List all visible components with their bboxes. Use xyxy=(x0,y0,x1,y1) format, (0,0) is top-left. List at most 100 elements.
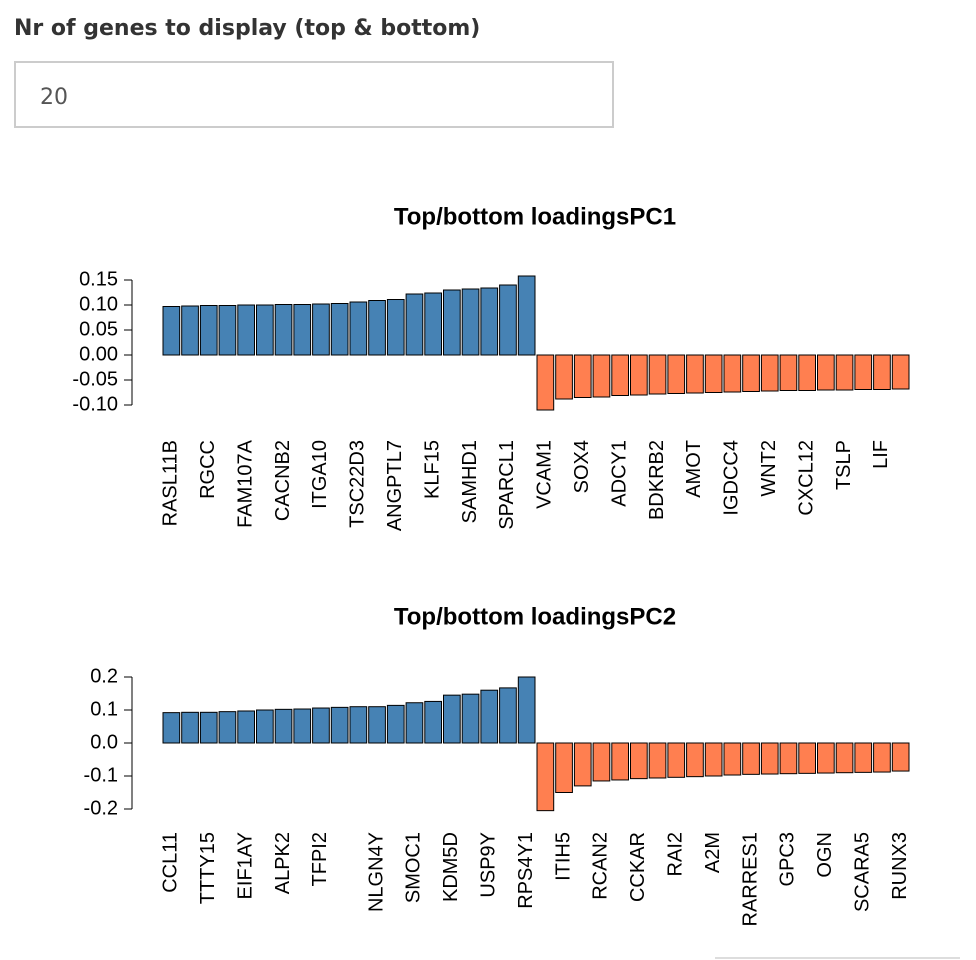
bar xyxy=(499,687,517,744)
y-tick-label: 0.10 xyxy=(79,293,118,315)
bar xyxy=(817,354,835,391)
bar xyxy=(218,711,237,744)
x-tick-label: TTTY15 xyxy=(197,832,219,904)
bar xyxy=(199,711,218,744)
y-tick-label: 0.15 xyxy=(79,268,118,290)
bar xyxy=(555,354,573,400)
x-tick-label: TSC22D3 xyxy=(347,440,369,528)
x-tick-label: ADCY1 xyxy=(608,440,630,507)
bar xyxy=(779,354,798,391)
bar xyxy=(630,742,648,780)
x-tick-label: EIF1AY xyxy=(234,832,256,899)
bar xyxy=(760,354,779,392)
bar xyxy=(592,354,611,398)
bar xyxy=(873,354,891,390)
bar xyxy=(592,742,611,782)
y-tick-label: 0.05 xyxy=(79,318,118,340)
y-tick-label: 0.0 xyxy=(90,731,118,753)
bar xyxy=(835,742,854,774)
bar xyxy=(405,702,424,744)
x-tick-label: CCKAR xyxy=(627,832,649,902)
bar xyxy=(256,709,274,744)
bar xyxy=(480,287,499,356)
bar xyxy=(573,742,592,787)
bar xyxy=(237,710,256,744)
bar xyxy=(499,284,517,356)
bar xyxy=(517,275,536,356)
bar xyxy=(461,693,480,744)
x-tick-label: LIF xyxy=(870,440,892,469)
x-tick-label: NLGN4Y xyxy=(365,832,387,912)
bar xyxy=(704,354,723,393)
bar xyxy=(181,711,199,744)
bar xyxy=(480,689,499,744)
bar xyxy=(817,742,835,774)
bar xyxy=(330,706,349,744)
x-tick-label: SMOC1 xyxy=(403,832,425,903)
bar xyxy=(517,676,536,744)
x-tick-label: TSLP xyxy=(833,440,855,490)
y-tick-label: 0.00 xyxy=(79,343,118,365)
bar xyxy=(386,704,405,744)
x-tick-label: ANGPTL7 xyxy=(384,440,406,531)
bar xyxy=(256,304,274,356)
bar xyxy=(723,742,742,776)
x-tick-label: RAI2 xyxy=(665,832,687,876)
bar xyxy=(536,742,555,812)
x-tick-label: IGDCC4 xyxy=(721,440,743,516)
bar xyxy=(536,354,555,411)
number-input[interactable]: 20 xyxy=(14,61,614,128)
bar xyxy=(237,304,256,356)
bar xyxy=(274,708,293,744)
x-tick-label: CACNB2 xyxy=(272,440,294,521)
y-tick-label: -0.05 xyxy=(72,368,118,390)
x-tick-label: SAMHD1 xyxy=(459,440,481,523)
x-tick-label: FAM107A xyxy=(234,439,256,527)
bar xyxy=(648,354,667,395)
x-tick-label: KDM5D xyxy=(440,832,462,902)
x-tick-label: RGCC xyxy=(197,440,219,499)
x-tick-label: SOX4 xyxy=(571,440,593,493)
bar xyxy=(873,742,891,773)
bar xyxy=(162,712,181,744)
x-tick-label: ALPK2 xyxy=(272,832,294,894)
x-tick-label: RCAN2 xyxy=(590,832,612,900)
x-tick-label: VCAM1 xyxy=(534,440,556,509)
bar xyxy=(704,742,723,777)
x-tick-label: WNT2 xyxy=(758,440,780,497)
bar xyxy=(312,303,330,356)
x-tick-label: RARRES1 xyxy=(739,832,761,926)
bar xyxy=(835,354,854,391)
bar xyxy=(891,354,910,390)
bar xyxy=(386,299,405,356)
bar xyxy=(723,354,742,393)
x-tick-label: AMOT xyxy=(683,440,705,498)
bar xyxy=(293,708,312,744)
bar xyxy=(742,354,760,392)
bar xyxy=(349,301,368,356)
y-tick-label: -0.10 xyxy=(72,393,118,415)
bar xyxy=(798,742,816,774)
x-tick-label: RUNX3 xyxy=(889,832,911,900)
bar xyxy=(218,305,237,356)
bar xyxy=(199,305,218,356)
bar xyxy=(667,742,686,778)
bar xyxy=(611,354,629,396)
bar xyxy=(648,742,667,779)
x-tick-label: KLF15 xyxy=(421,440,443,499)
x-tick-label: CXCL12 xyxy=(795,440,817,516)
bar xyxy=(368,706,386,744)
input-label: Nr of genes to display (top & bottom) xyxy=(14,16,481,41)
bar xyxy=(330,303,349,356)
bar xyxy=(368,300,386,356)
bar xyxy=(742,742,760,775)
x-tick-label: USP9Y xyxy=(478,832,500,898)
bar xyxy=(854,742,873,773)
bar xyxy=(573,354,592,398)
y-tick-label: 0.2 xyxy=(90,665,118,687)
x-tick-label: OGN xyxy=(814,832,836,878)
x-tick-label: TFPI2 xyxy=(309,832,331,886)
chart-title: Top/bottom loadingsPC2 xyxy=(394,603,676,630)
